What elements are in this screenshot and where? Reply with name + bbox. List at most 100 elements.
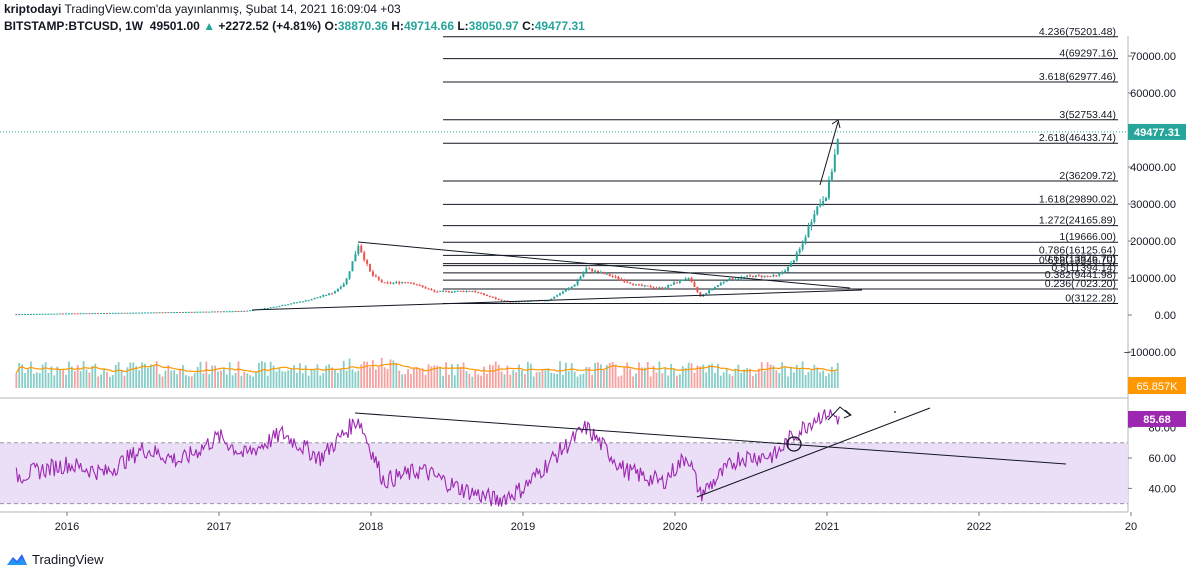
candle-body bbox=[47, 313, 50, 315]
volume-bar bbox=[731, 375, 734, 388]
candle-body bbox=[196, 311, 199, 313]
candle-body bbox=[120, 312, 123, 314]
volume-bar bbox=[331, 367, 333, 388]
triangle-lower-trendline[interactable] bbox=[251, 289, 863, 311]
volume-bar bbox=[35, 372, 38, 388]
volume-bar bbox=[772, 365, 775, 388]
candle-body bbox=[439, 290, 442, 292]
candle-body bbox=[149, 312, 152, 314]
candle-body bbox=[88, 313, 91, 315]
candle-body bbox=[643, 285, 646, 287]
rsi-breakout-circle[interactable] bbox=[786, 436, 802, 452]
candle-body bbox=[749, 275, 752, 277]
candle-body bbox=[766, 275, 769, 277]
footer-brand[interactable]: TradingView bbox=[6, 549, 104, 569]
volume-bar bbox=[240, 375, 243, 388]
volume-bar bbox=[743, 369, 746, 388]
candle-body bbox=[79, 313, 82, 315]
volume-bar bbox=[260, 361, 263, 388]
volume-bar bbox=[453, 375, 456, 388]
volume-bar bbox=[202, 373, 205, 388]
volume-bar bbox=[275, 371, 278, 388]
volume-bar bbox=[319, 375, 322, 388]
volume-bar bbox=[30, 361, 32, 388]
candle-body bbox=[737, 278, 740, 280]
publisher-line: kriptodayi TradingView.com'da yayınlanmı… bbox=[4, 2, 401, 17]
price-projection-arrow[interactable] bbox=[819, 121, 839, 186]
volume-bar bbox=[123, 375, 126, 388]
candle-body bbox=[307, 300, 310, 302]
volume-bar bbox=[287, 370, 290, 388]
candle-body bbox=[111, 312, 114, 314]
candle-body bbox=[132, 312, 135, 314]
volume-bar bbox=[255, 371, 257, 388]
candle-body bbox=[731, 278, 734, 280]
tradingview-logo-icon bbox=[7, 554, 27, 565]
candle-body bbox=[716, 285, 719, 287]
volume-bar bbox=[196, 366, 199, 388]
fib-level-label: 0.618(13346.70) bbox=[1039, 255, 1116, 267]
volume-bar bbox=[448, 374, 450, 388]
volume-bar bbox=[491, 365, 494, 388]
volume-bar bbox=[310, 369, 313, 388]
volume-bar bbox=[792, 372, 795, 388]
triangle-upper-trendline[interactable] bbox=[357, 241, 851, 289]
footer-brand-label: TradingView bbox=[32, 551, 104, 567]
candle-body bbox=[468, 290, 471, 292]
candle-body bbox=[652, 287, 655, 289]
volume-bar bbox=[556, 373, 559, 388]
fibonacci-extension[interactable]: 4.236(75201.48) 4(69297.16) 3.618(62977.46… bbox=[443, 26, 1118, 305]
close-value: 49477.31 bbox=[534, 19, 585, 33]
fib-level-label: 2(36209.72) bbox=[1059, 170, 1116, 182]
volume-bar bbox=[395, 362, 398, 388]
fib-level-label: 0.5(11394.14) bbox=[1051, 262, 1116, 274]
candle-body bbox=[146, 312, 149, 314]
fib-level-label: 0(3122.28) bbox=[1065, 292, 1116, 304]
volume-bar bbox=[348, 358, 351, 388]
candle-body bbox=[787, 266, 790, 271]
drawing-tools[interactable] bbox=[251, 119, 1067, 498]
candle-body bbox=[769, 275, 772, 277]
volume-bar bbox=[436, 365, 439, 388]
volume-bar bbox=[374, 369, 377, 388]
volume-bar bbox=[424, 374, 427, 388]
volume-bar bbox=[623, 366, 626, 388]
candle-body bbox=[640, 284, 643, 286]
candle-body bbox=[208, 311, 211, 313]
candle-body bbox=[38, 313, 41, 315]
volume-bar bbox=[322, 373, 325, 388]
rsi-descending-trendline[interactable] bbox=[354, 412, 1067, 465]
rsi-projection-arrow[interactable] bbox=[827, 406, 851, 421]
candle-body bbox=[369, 263, 372, 272]
candle-body bbox=[249, 310, 252, 312]
volume-bar bbox=[714, 372, 716, 388]
publisher-name[interactable]: kriptodayi bbox=[4, 2, 62, 16]
volume-bar bbox=[152, 365, 155, 388]
candle-body bbox=[179, 311, 182, 313]
candle-body bbox=[418, 285, 421, 287]
candle-body bbox=[354, 254, 357, 262]
rsi-ascending-trendline[interactable] bbox=[696, 407, 931, 498]
volume-bar bbox=[825, 376, 827, 388]
candle-body bbox=[392, 282, 395, 284]
candle-body bbox=[269, 307, 272, 309]
volume-bar bbox=[117, 362, 120, 388]
volume-bar bbox=[594, 362, 597, 388]
candle-body bbox=[547, 300, 550, 302]
volume-bar bbox=[97, 376, 100, 388]
candle-body bbox=[21, 314, 24, 316]
symbol-label[interactable]: BITSTAMP:BTCUSD, 1W bbox=[4, 19, 144, 33]
volume-bar bbox=[351, 369, 354, 388]
candle-body bbox=[597, 270, 600, 273]
candle-body bbox=[333, 291, 336, 294]
volume-bar bbox=[237, 361, 240, 388]
fib-level-label: 1.272(24165.89) bbox=[1039, 215, 1116, 227]
volume-bar bbox=[15, 372, 18, 388]
candle-body bbox=[184, 311, 187, 313]
candle-body bbox=[325, 295, 328, 297]
time-axis: 2016 2017 2018 2019 2020 2021 2022 20 bbox=[55, 512, 1137, 533]
volume-bar bbox=[94, 363, 97, 388]
volume-bar bbox=[778, 372, 781, 388]
candle-body bbox=[155, 312, 158, 314]
